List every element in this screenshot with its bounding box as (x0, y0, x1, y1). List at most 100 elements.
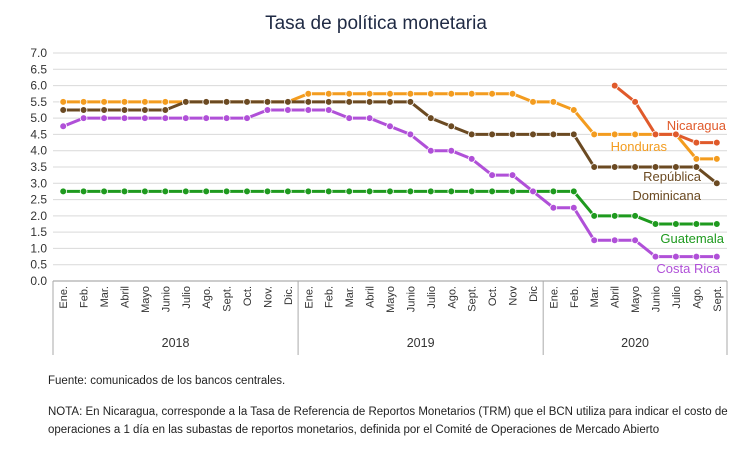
series-label: República Dominicana (632, 169, 701, 203)
data-point (467, 155, 476, 163)
data-point (672, 163, 680, 171)
data-point (324, 98, 333, 106)
x-tick-label: Ago. (691, 286, 703, 309)
data-point (692, 155, 701, 163)
data-point (59, 106, 67, 114)
data-point (141, 106, 149, 114)
x-tick-label: Mayo (140, 286, 152, 313)
x-tick-label: Julio (671, 286, 683, 309)
data-point (692, 163, 701, 171)
data-point (590, 163, 598, 171)
data-point (386, 122, 394, 131)
y-tick-label: 0.0 (30, 274, 47, 288)
series-label: Nicaragua (667, 118, 727, 133)
data-point (202, 114, 211, 122)
data-point (569, 187, 578, 196)
data-point (345, 114, 354, 122)
data-point (120, 187, 129, 196)
y-tick-label: 7.0 (30, 46, 47, 60)
data-point (631, 130, 639, 139)
data-point (447, 187, 456, 196)
x-tick-label: Ago. (201, 286, 213, 309)
data-point (345, 89, 354, 98)
series-label-line: Costa Rica (656, 261, 720, 276)
x-tick-label: Feb. (324, 286, 336, 308)
year-label: 2019 (407, 336, 435, 350)
data-point (426, 114, 435, 122)
data-point (263, 106, 272, 114)
data-point (79, 187, 88, 196)
data-point (79, 114, 88, 122)
x-tick-label: Mayo (385, 286, 397, 313)
data-point (610, 81, 619, 90)
data-point (426, 89, 435, 98)
x-tick-label: Ene. (303, 286, 315, 309)
data-point (406, 98, 415, 106)
data-point (549, 130, 558, 139)
data-point (549, 203, 558, 212)
data-point (508, 187, 517, 196)
line-chart: Tasa de política monetaria 0.0 0.5 1.0 1.5 2… (30, 13, 728, 355)
data-point (569, 130, 578, 139)
data-point (651, 163, 660, 171)
data-point (222, 114, 231, 122)
data-point (324, 106, 333, 114)
data-point (161, 114, 170, 122)
source-note: Fuente: comunicados de los bancos centra… (48, 375, 286, 387)
data-point (712, 155, 721, 163)
data-point (161, 106, 170, 114)
data-point (365, 114, 374, 122)
series-lines (59, 81, 721, 261)
data-point (59, 98, 67, 106)
series-label: Honduras (611, 139, 668, 154)
data-point (508, 171, 517, 179)
data-point (100, 114, 108, 122)
data-point (488, 89, 496, 98)
data-point (529, 98, 537, 106)
series-label-line: República (643, 169, 702, 184)
data-point (365, 98, 374, 106)
data-point (467, 89, 476, 98)
y-tick-label: 4.0 (30, 144, 47, 158)
data-point (406, 89, 415, 98)
data-point (79, 98, 88, 106)
data-point (610, 163, 619, 171)
x-tick-label: Ene. (58, 286, 70, 309)
data-point (488, 171, 496, 179)
data-point (447, 89, 456, 98)
data-point (182, 114, 190, 122)
year-label: 2018 (162, 336, 190, 350)
data-point (692, 252, 701, 261)
data-point (141, 187, 149, 196)
x-tick-label: Abril (119, 286, 131, 308)
data-point (100, 187, 108, 196)
data-point (324, 187, 333, 196)
y-tick-label: 4.5 (30, 127, 47, 141)
data-point (284, 106, 292, 114)
y-tick-label: 2.5 (30, 193, 47, 207)
data-point (161, 187, 170, 196)
data-point (488, 187, 496, 196)
y-tick-label: 3.5 (30, 160, 47, 174)
x-tick-label: Feb. (79, 286, 91, 308)
y-tick-label: 0.5 (30, 258, 47, 272)
series-labels: Honduras Nicaragua República Dominicana Guat… (611, 118, 727, 276)
data-point (447, 146, 456, 155)
data-point (631, 212, 639, 220)
y-tick-label: 2.0 (30, 209, 47, 223)
data-point (100, 98, 108, 106)
data-point (692, 220, 701, 228)
data-point (59, 187, 67, 196)
x-tick-label: Nov. (262, 286, 274, 308)
data-point (426, 187, 435, 196)
data-point (488, 130, 496, 139)
data-point (284, 98, 292, 106)
data-point (712, 138, 721, 147)
data-point (365, 187, 374, 196)
data-point (100, 106, 108, 114)
y-tick-label: 6.0 (30, 79, 47, 93)
data-point (672, 130, 680, 139)
data-point (672, 252, 680, 261)
series-line (63, 189, 717, 226)
data-point (467, 187, 476, 196)
